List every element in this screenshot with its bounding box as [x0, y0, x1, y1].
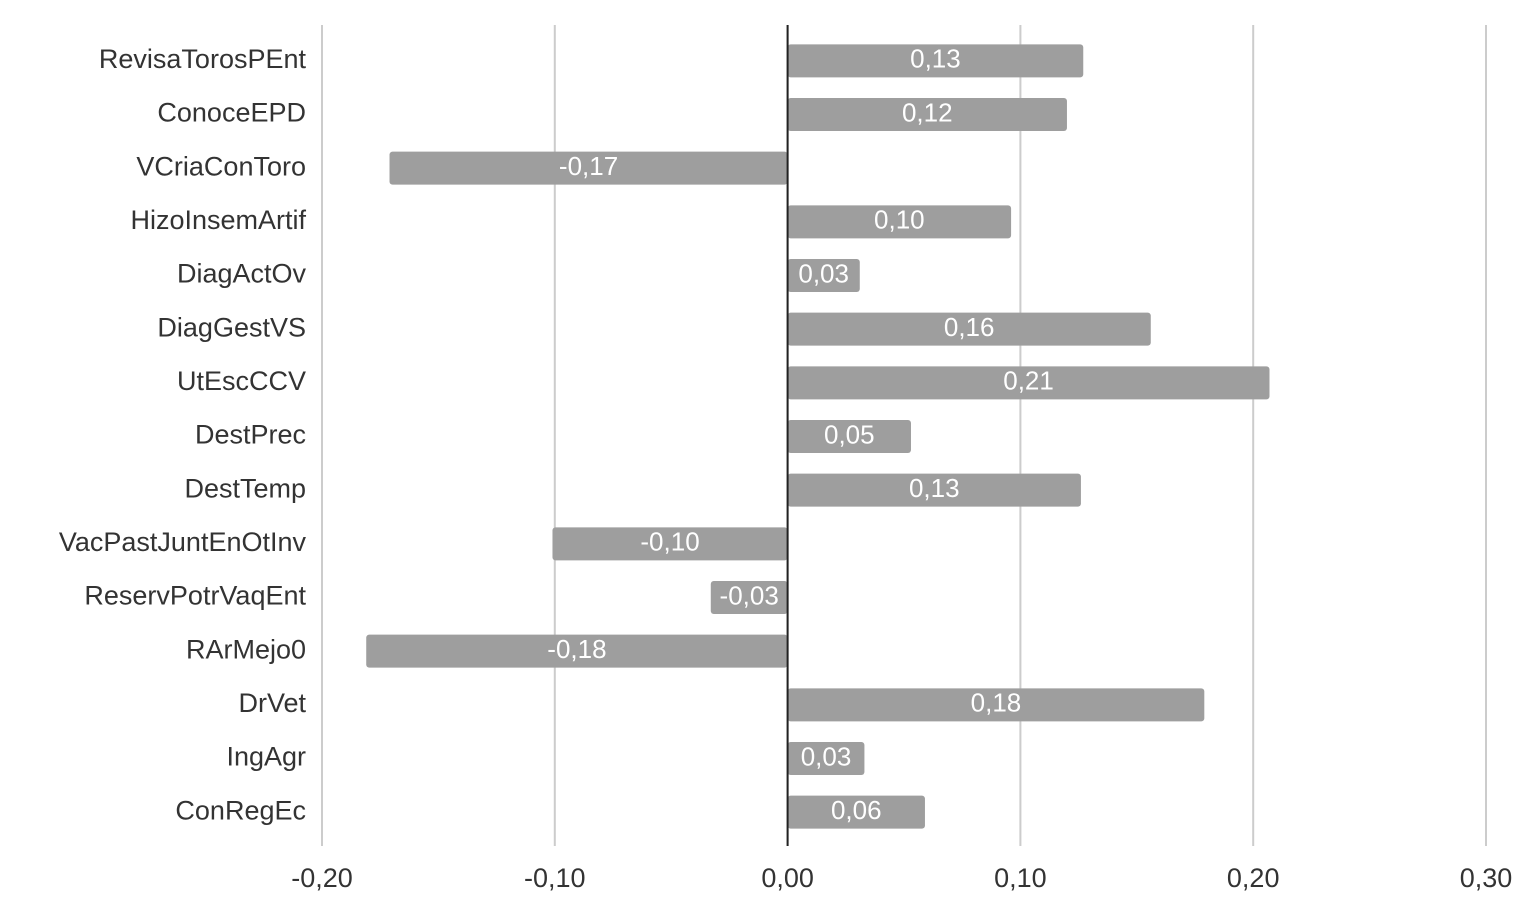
- y-tick-label: VCriaConToro: [136, 151, 306, 181]
- value-label: 0,03: [798, 258, 849, 288]
- bar: [787, 98, 1067, 131]
- bar: [710, 581, 788, 614]
- bar: [787, 44, 1084, 78]
- y-tick-label: RevisaTorosPEnt: [99, 44, 307, 74]
- y-tick-label: UtEscCCV: [177, 366, 306, 396]
- value-label: -0,18: [547, 634, 606, 664]
- value-label: 0,16: [944, 312, 995, 342]
- value-label: -0,10: [640, 527, 699, 557]
- bar: [787, 473, 1081, 507]
- y-tick-label: DestPrec: [195, 420, 306, 450]
- bar: [787, 742, 865, 775]
- value-label: 0,12: [902, 97, 953, 127]
- value-label: 0,03: [801, 741, 852, 771]
- y-tick-label: DestTemp: [184, 473, 306, 503]
- x-tick-label: -0,20: [291, 863, 353, 893]
- value-label: -0,17: [559, 151, 618, 181]
- value-label: 0,13: [909, 473, 960, 503]
- value-label: -0,03: [720, 580, 779, 610]
- bar: [787, 205, 1012, 239]
- y-tick-label: ConoceEPD: [157, 98, 306, 128]
- y-tick-label: DiagActOv: [177, 259, 307, 289]
- y-tick-label: RArMejo0: [186, 634, 306, 664]
- bar: [389, 151, 788, 185]
- y-tick-label: IngAgr: [226, 742, 306, 772]
- y-tick-label: DiagGestVS: [157, 312, 306, 342]
- x-tick-label: 0,10: [994, 863, 1047, 893]
- bar: [552, 527, 788, 561]
- value-label: 0,21: [1003, 366, 1054, 396]
- x-tick-label: 0,20: [1227, 863, 1280, 893]
- bar: [787, 312, 1151, 346]
- bar: [787, 259, 860, 292]
- y-tick-label: DrVet: [238, 688, 306, 718]
- value-label: 0,05: [824, 419, 875, 449]
- bar: [366, 634, 788, 668]
- x-tick-label: -0,10: [524, 863, 586, 893]
- y-tick-label: ConRegEc: [175, 795, 306, 825]
- value-label: 0,13: [910, 44, 961, 74]
- bar: [787, 795, 925, 829]
- y-tick-label: VacPastJuntEnOtInv: [59, 527, 307, 557]
- value-label: 0,10: [874, 205, 925, 235]
- x-tick-label: 0,00: [761, 863, 814, 893]
- value-label: 0,06: [831, 795, 882, 825]
- y-tick-label: ReservPotrVaqEnt: [84, 581, 306, 611]
- bar: [787, 688, 1205, 722]
- x-tick-label: 0,30: [1460, 863, 1513, 893]
- bar: [787, 420, 911, 453]
- y-tick-label: HizoInsemArtif: [130, 205, 306, 235]
- value-label: 0,18: [971, 688, 1022, 718]
- bar: [787, 366, 1270, 400]
